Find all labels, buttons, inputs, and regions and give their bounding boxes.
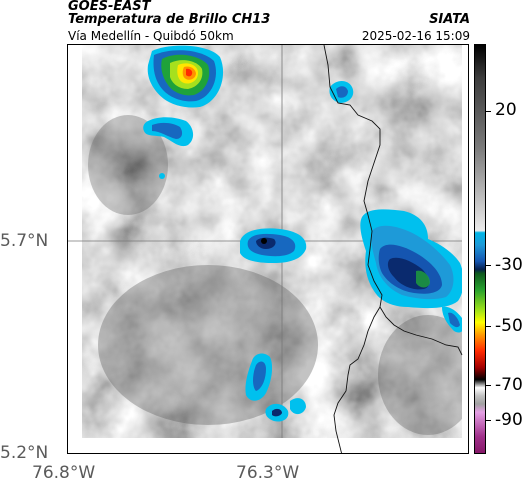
lat-label-5-2: 5.2°N bbox=[0, 443, 49, 463]
storm-cell-north bbox=[143, 45, 224, 179]
storm-cell-south bbox=[245, 353, 306, 422]
colorbar-tick bbox=[486, 265, 491, 266]
temperature-colorbar bbox=[474, 44, 486, 454]
colorbar-tick bbox=[486, 385, 491, 386]
colorbar-label-minus90: -90 bbox=[495, 410, 523, 430]
region-subtitle: Vía Medellín - Quibdó 50km bbox=[68, 29, 234, 43]
brightness-temperature-image bbox=[68, 45, 468, 453]
colorbar-label-minus30: -30 bbox=[495, 255, 523, 275]
timestamp: 2025-02-16 15:09 bbox=[361, 29, 470, 43]
lat-label-5-7: 5.7°N bbox=[0, 231, 49, 251]
colorbar-label-minus50: -50 bbox=[495, 316, 523, 336]
department-border bbox=[323, 45, 463, 453]
colorbar-label-minus70: -70 bbox=[495, 375, 523, 395]
brand-label: SIATA bbox=[429, 12, 470, 27]
lon-label-76-3: 76.3°W bbox=[236, 463, 300, 483]
lon-label-76-8: 76.8°W bbox=[32, 463, 96, 483]
storm-cell-central bbox=[240, 228, 307, 263]
product-title: Temperatura de Brillo CH13 bbox=[68, 12, 271, 27]
satellite-title: GOES-EAST bbox=[68, 0, 151, 14]
colorbar-tick bbox=[486, 326, 491, 327]
colorbar-label-20: 20 bbox=[495, 100, 517, 120]
satellite-map bbox=[67, 44, 469, 454]
colorbar-tick bbox=[486, 420, 491, 421]
storm-cell-east bbox=[360, 209, 465, 333]
colorbar-tick bbox=[486, 111, 491, 112]
